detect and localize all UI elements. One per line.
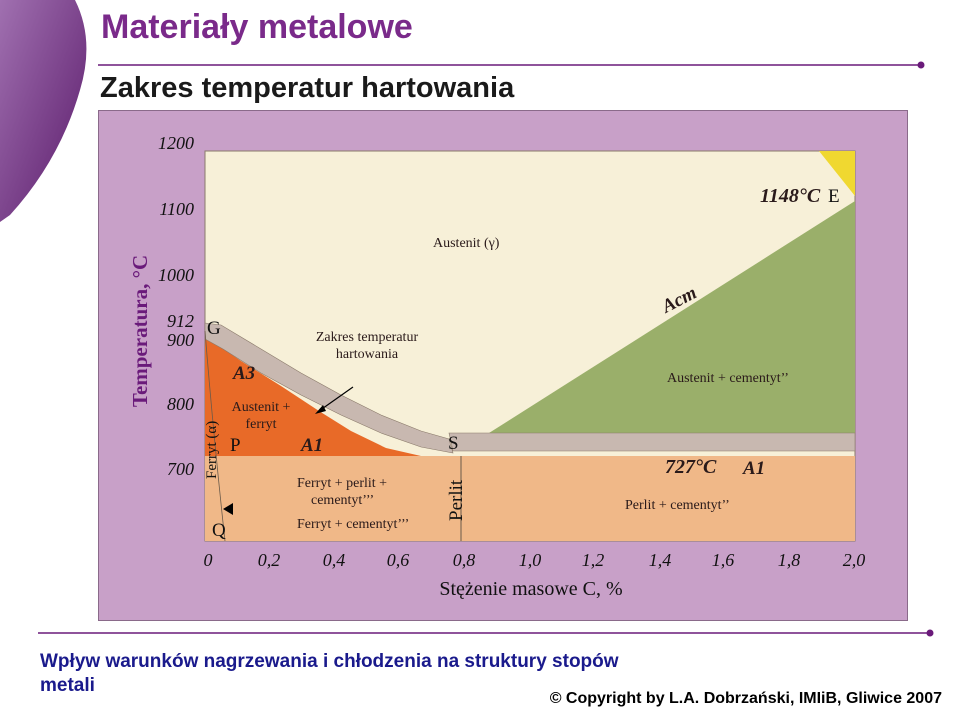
- hardening-range-label: Zakres temperatur hartowania: [316, 330, 419, 362]
- y-tick-1000: 1000: [158, 265, 194, 285]
- decorative-swoosh: [0, 0, 87, 222]
- x-tick-0: 0: [204, 550, 213, 570]
- austenite-cementite-label: Austenit + cementyt’’: [667, 371, 789, 386]
- copyright-notice: © Copyright by L.A. Dobrzański, IMIiB, G…: [549, 690, 942, 707]
- diagram-panel: Temperatura, °C 1200 1100 1000 912 900 8…: [98, 110, 908, 621]
- x-tick-2-0: 2,0: [843, 550, 866, 570]
- x-tick-0-6: 0,6: [387, 550, 410, 570]
- pearlite-label: Perlit: [446, 479, 467, 521]
- page-title: Materiały metalowe: [101, 8, 413, 46]
- footer-divider: [38, 629, 934, 637]
- lower-region: [205, 456, 855, 541]
- ferrite-boundary: [204, 330, 226, 542]
- x-tick-0-8: 0,8: [453, 550, 476, 570]
- hardening-arrow: [318, 386, 354, 412]
- a3-line-label: A3: [232, 363, 255, 384]
- point-e-label: E: [828, 186, 840, 207]
- point-s-label: S: [448, 433, 459, 454]
- pearlite-cementite-label: Perlit + cementyt’’: [625, 498, 730, 513]
- a1-band: [448, 432, 856, 452]
- point-p-label: P: [230, 435, 241, 456]
- header-divider: [98, 61, 925, 69]
- hardening-arrow-head: [315, 405, 326, 414]
- austenite-ferrite-label: Austenit + ferryt: [232, 400, 291, 432]
- ferrite-cementite-label: Ferryt + cementyt’’’: [297, 517, 409, 532]
- footer-description: Wpływ warunków nagrzewania i chłodzenia …: [40, 651, 619, 696]
- y-tick-912: 912: [167, 311, 194, 331]
- x-tick-1-0: 1,0: [519, 550, 542, 570]
- y-tick-800: 800: [167, 394, 194, 414]
- point-g-label: G: [207, 318, 221, 339]
- q-arrow-head: [223, 503, 233, 515]
- x-tick-1-8: 1,8: [778, 550, 801, 570]
- a3-band: [204, 322, 454, 454]
- y-tick-900: 900: [167, 330, 194, 350]
- y-tick-1200: 1200: [158, 133, 194, 153]
- austenite-cementite-region: [489, 201, 855, 433]
- liquidus-corner: [819, 151, 855, 196]
- eutectic-temperature-label: 1148°C: [760, 185, 821, 207]
- x-axis-title: Stężenie masowe C, %: [439, 578, 622, 600]
- ferrite-pearlite-label: Ferryt + perlit + cementyt’’’: [297, 476, 387, 508]
- y-tick-700: 700: [167, 459, 194, 479]
- x-tick-0-2: 0,2: [258, 550, 281, 570]
- austenite-region-label: Austenit (γ): [433, 236, 500, 251]
- austenite-ferrite-region: [205, 336, 421, 456]
- x-tick-1-4: 1,4: [649, 550, 672, 570]
- page-subtitle: Zakres temperatur hartowania: [100, 72, 515, 104]
- point-q-label: Q: [212, 520, 226, 541]
- y-tick-1100: 1100: [159, 199, 194, 219]
- x-tick-0-4: 0,4: [323, 550, 346, 570]
- x-tick-1-6: 1,6: [712, 550, 735, 570]
- a1-right-line-label: A1: [742, 458, 765, 479]
- a1-left-line-label: A1: [300, 435, 323, 456]
- y-axis-title: Temperatura, °C: [128, 255, 152, 407]
- eutectoid-temperature-label: 727°C: [665, 456, 717, 478]
- iron-carbon-diagram: Temperatura, °C 1200 1100 1000 912 900 8…: [128, 133, 866, 600]
- x-tick-1-2: 1,2: [582, 550, 605, 570]
- ferrite-alpha-label: Ferryt (α): [204, 421, 220, 479]
